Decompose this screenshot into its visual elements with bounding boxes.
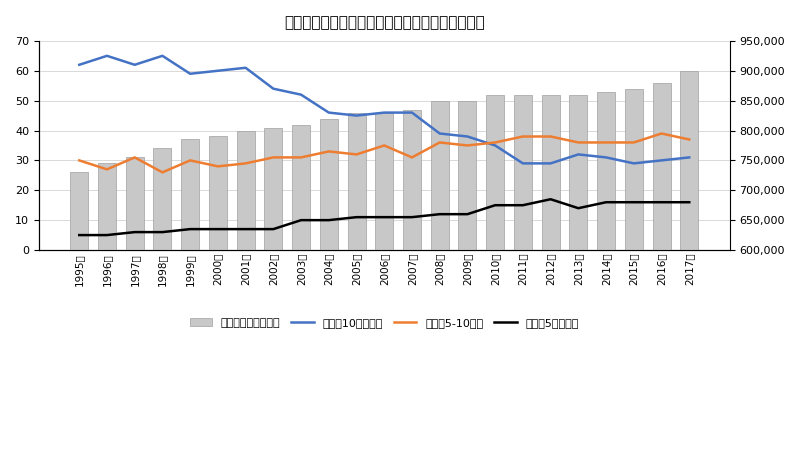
Bar [625,89,642,250]
Bar [292,125,310,250]
Bar [70,172,88,250]
Bar [237,130,254,250]
Legend: 授業料（私立大学）, 仕送り10万円以上, 仕送り5-10万円, 仕送り5万円未満: 授業料（私立大学）, 仕送り10万円以上, 仕送り5-10万円, 仕送り5万円未… [185,313,583,332]
Bar [347,112,366,250]
Bar [209,136,227,250]
Bar [154,148,171,250]
Bar [181,140,199,250]
Bar [514,94,532,250]
Bar [486,94,504,250]
Bar [403,110,421,250]
Bar [597,92,615,250]
Bar [542,94,560,250]
Title: 下宿生の仕送り金額と授業料（私立大学）の推移: 下宿生の仕送り金額と授業料（私立大学）の推移 [284,15,485,30]
Bar [320,118,338,250]
Bar [570,94,587,250]
Bar [98,163,116,250]
Bar [375,112,394,250]
Bar [680,71,698,250]
Bar [430,101,449,250]
Bar [264,127,282,250]
Bar [653,83,670,250]
Bar [126,158,144,250]
Bar [458,101,477,250]
